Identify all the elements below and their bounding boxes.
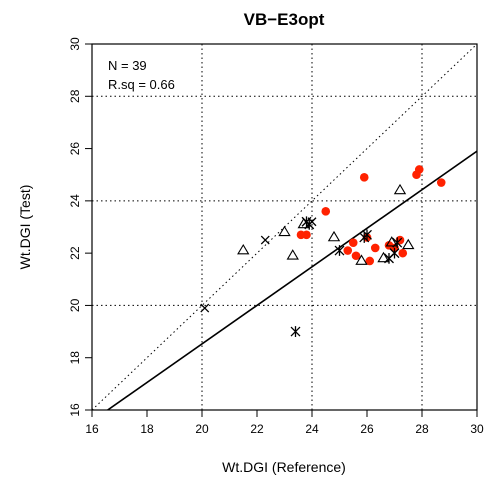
point-circle: [398, 248, 408, 258]
point-asterisk: [334, 245, 345, 256]
x-tick-label: 20: [195, 422, 209, 436]
point-circle: [351, 251, 361, 261]
point-triangle: [393, 183, 407, 195]
point-asterisk: [304, 218, 315, 230]
y-tick-label: 26: [68, 142, 82, 156]
point-cross: [200, 303, 210, 313]
point-triangle: [327, 230, 341, 242]
x-tick-label: 28: [415, 422, 429, 436]
grid-lines: [92, 44, 477, 410]
point-triangle: [377, 251, 390, 263]
annotation-rsq: R.sq = 0.66: [108, 77, 175, 92]
point-triangle: [385, 236, 398, 247]
y-tick-label: 18: [68, 351, 82, 365]
point-circle: [321, 207, 331, 216]
point-asterisk: [392, 237, 403, 249]
y-axis-label: Wt.DGI (Test): [17, 185, 33, 270]
x-axis-label: Wt.DGI (Reference): [222, 459, 346, 475]
point-circle: [414, 165, 424, 174]
annotation-n: N = 39: [108, 58, 147, 73]
chart-title: VB−E3opt: [244, 10, 325, 29]
point-asterisk: [362, 229, 372, 241]
y-tick-label: 28: [68, 89, 82, 103]
y-axis-ticks: 16 18 20 22 24 26 28 30: [68, 37, 92, 417]
x-tick-label: 18: [140, 422, 154, 436]
fit-line-path: [106, 150, 477, 410]
x-tick-label: 22: [250, 422, 264, 436]
point-circle: [343, 246, 353, 255]
y-tick-label: 20: [68, 298, 82, 312]
y-tick-label: 16: [68, 403, 82, 417]
point-asterisk: [290, 326, 301, 337]
data-points: [200, 165, 446, 337]
point-triangle: [355, 254, 368, 265]
x-axis-ticks: 16 18 20 22 24 26 28 30: [85, 410, 484, 436]
point-circle: [348, 238, 358, 247]
point-circle: [359, 173, 369, 182]
point-circle: [302, 230, 311, 240]
point-cross: [260, 235, 270, 245]
point-triangle: [237, 243, 250, 255]
x-tick-label: 30: [470, 422, 484, 436]
point-circle: [365, 256, 375, 266]
plot-frame: [91, 43, 478, 411]
point-circle: [436, 178, 446, 187]
point-triangle: [286, 249, 299, 260]
point-asterisk: [389, 247, 400, 259]
y-tick-label: 22: [68, 246, 82, 260]
point-triangle: [278, 225, 291, 237]
point-circle: [370, 243, 380, 253]
point-triangle: [402, 238, 415, 250]
x-tick-label: 26: [360, 422, 374, 436]
x-tick-label: 24: [305, 422, 319, 436]
x-tick-label: 16: [85, 422, 99, 436]
y-tick-label: 30: [68, 37, 82, 51]
regression-line: [106, 150, 477, 410]
y-tick-label: 24: [68, 194, 82, 208]
